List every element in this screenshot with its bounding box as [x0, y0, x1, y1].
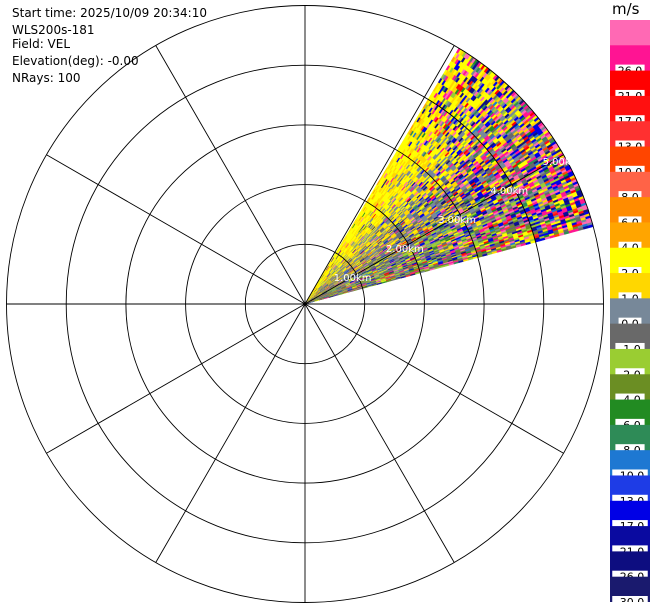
data-sector: [304, 47, 594, 305]
